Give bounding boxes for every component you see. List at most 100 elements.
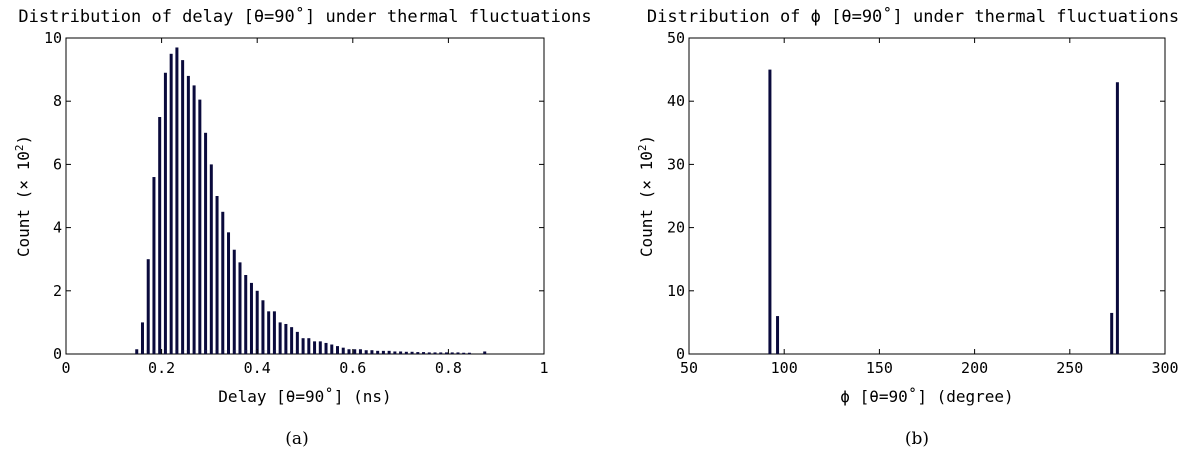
chart-a-bar [152,177,156,354]
chart-a-y-tick-label: 2 [53,282,62,300]
chart-a-bar [186,75,190,355]
chart-b-y-label-base: Count (× 10 [637,151,656,257]
chart-b-x-tick-label: 250 [1056,359,1083,377]
chart-b-x-tick-label: 100 [771,359,798,377]
chart-a-bar [462,352,466,354]
chart-a-bar [267,311,271,354]
chart-a-y-label-close: ) [14,135,33,145]
chart-a-x-tick-label: 0.6 [339,359,366,377]
chart-a-bar [467,352,471,354]
chart-a-bar [318,341,322,354]
chart-a-bar [439,352,443,354]
chart-a-x-tick-label: 0 [61,359,70,377]
chart-a-x-tick-label: 0.2 [148,359,175,377]
chart-a-y-tick-label: 10 [44,29,62,47]
chart-a-y-label-base: Count (× 10 [14,151,33,257]
chart-a-bar [278,322,282,354]
chart-a-bar [336,346,339,354]
chart-a-bar [272,311,276,354]
chart-a-y-label: Count (× 102) [13,135,33,257]
chart-a-bar [140,322,144,354]
chart-a-bar [301,338,305,354]
chart-b-y-tick-label: 50 [667,29,685,47]
chart-a-bars [135,47,487,355]
chart-a-plot-frame [65,37,545,355]
chart-a-bar [358,349,362,354]
chart-a-bar [450,352,454,354]
chart-b-y-label-exp: 2 [636,145,649,152]
chart-a-bar [330,344,334,354]
chart-a-bar [215,196,219,354]
chart-a-bar [399,351,403,354]
chart-b-bar [776,316,780,354]
chart-b-y-ticks: 0 10 20 30 40 50 [667,29,1165,363]
chart-b-y-label-close: ) [637,135,656,145]
chart-a-x-ticks: 0 0.2 0.4 0.6 0.8 1 [61,38,549,377]
chart-a-bar [410,351,414,354]
chart-b-x-label: ϕ [θ=90˚] (degree) [840,387,1013,406]
chart-a-title: Distribution of delay [θ=90˚] under ther… [18,6,591,27]
chart-a-x-label: Delay [θ=90˚] (ns) [218,387,391,406]
chart-a-bar [181,60,185,355]
chart-a-caption: (a) [285,429,308,449]
chart-b-y-tick-label: 40 [667,92,685,110]
chart-a-bar [381,350,385,354]
chart-a-bar [324,342,328,354]
chart-a: Distribution of delay [θ=90˚] under ther… [13,6,592,449]
chart-a-bar [353,349,357,354]
chart-a-bar [227,232,231,354]
chart-a-y-tick-label: 6 [53,155,62,173]
chart-b-y-tick-label: 10 [667,282,685,300]
chart-a-bar [221,211,225,354]
chart-a-bar [422,352,426,354]
chart-a-bar [284,323,288,354]
chart-a-bar [295,331,299,354]
chart-a-bar [244,275,248,354]
chart-a-bar [158,117,162,354]
chart-a-x-tick-label: 1 [539,359,548,377]
chart-a-bar [341,347,345,354]
chart-a-y-label-exp: 2 [13,145,26,152]
chart-b-x-tick-label: 200 [961,359,988,377]
chart-b-x-tick-label: 50 [680,359,698,377]
chart-b-x-tick-label: 300 [1151,359,1178,377]
chart-a-x-tick-label: 0.4 [244,359,271,377]
chart-b-y-tick-label: 30 [667,155,685,173]
chart-a-bar [163,72,167,354]
chart-a-bar [169,53,173,355]
chart-b-x-tick-label: 150 [866,359,893,377]
chart-a-bar [238,262,242,354]
chart-a-x-tick-label: 0.8 [435,359,462,377]
chart-a-bar [255,290,259,354]
chart-a-bar [313,341,317,354]
chart-a-bar [209,164,213,354]
chart-a-bar [376,350,380,354]
chart-a-bar [204,132,208,354]
chart-b-caption: (b) [905,429,929,449]
chart-b-bar [1110,312,1114,354]
chart-a-bar [307,338,311,354]
chart-a-bar [427,352,431,354]
chart-b-y-tick-label: 20 [667,219,685,237]
chart-b-x-ticks: 50 100 150 200 250 300 [680,38,1179,377]
chart-a-y-tick-label: 4 [53,219,62,237]
chart-b-title: Distribution of ϕ [θ=90˚] under thermal … [647,6,1179,27]
chart-a-bar [364,350,368,354]
chart-a-bar [444,352,448,354]
chart-a-bar [232,249,236,354]
chart-b-y-tick-label: 0 [676,345,685,363]
chart-b-plot-frame [688,37,1166,355]
chart-a-bar [135,349,139,354]
chart-a-y-ticks: 0 2 4 6 8 10 [44,29,544,363]
chart-a-bar [249,282,253,354]
chart-a-y-tick-label: 8 [53,92,62,110]
chart-a-bar [370,350,374,354]
chart-b-bar [1115,82,1119,355]
chart-a-bar [347,349,351,354]
chart-a-bar [175,47,179,354]
chart-a-bar [146,259,150,354]
chart-a-bar [192,85,196,355]
chart-a-bar [393,351,397,354]
chart-a-bar [483,351,487,354]
